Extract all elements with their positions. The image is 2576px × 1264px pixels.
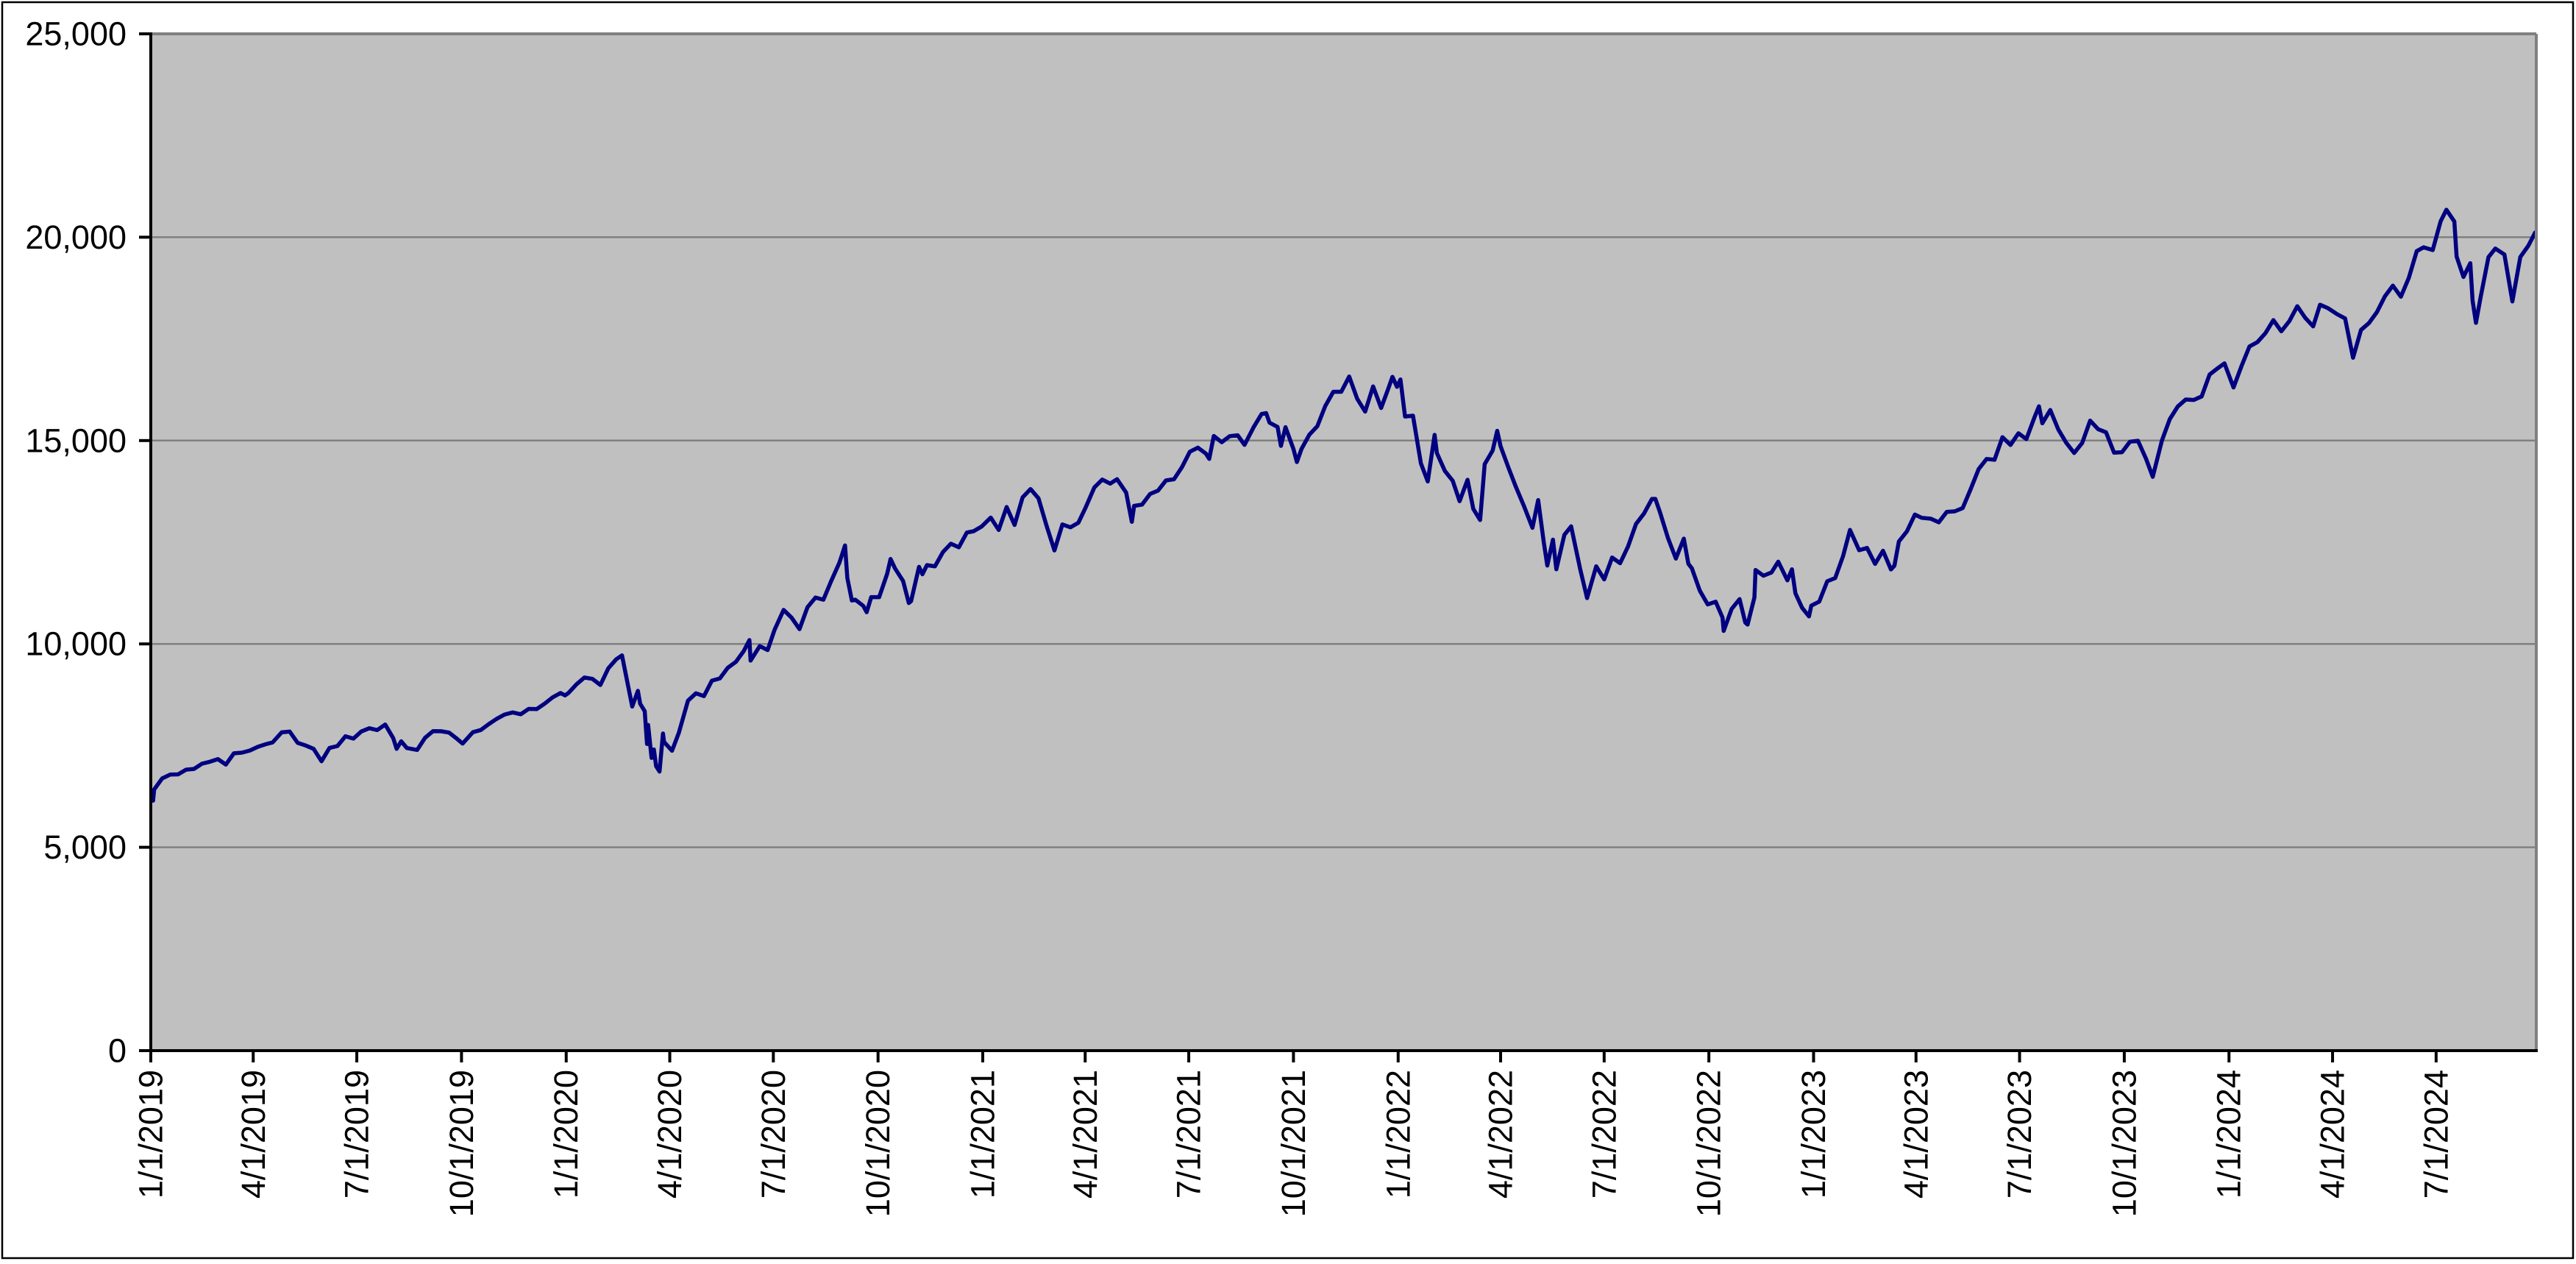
y-axis-tick-label: 20,000	[25, 219, 127, 256]
plot-area	[151, 34, 2536, 1051]
x-axis-tick-label: 7/1/2021	[1170, 1070, 1208, 1199]
x-axis-tick-label: 10/1/2022	[1690, 1070, 1728, 1217]
x-axis-tick-label: 1/1/2019	[132, 1070, 170, 1199]
x-axis-tick-label: 4/1/2022	[1482, 1070, 1520, 1199]
x-axis-tick-label: 4/1/2021	[1067, 1070, 1104, 1199]
y-axis-tick-label: 5,000	[43, 828, 127, 866]
x-axis-tick-label: 1/1/2023	[1795, 1070, 1832, 1199]
x-axis-tick-label: 10/1/2020	[859, 1070, 897, 1217]
axis-labels: 25,000 20,000 15,000 10,000 5,000 01/1/2019 4/…	[25, 15, 2455, 1218]
x-axis-tick-label: 10/1/2021	[1275, 1070, 1312, 1217]
y-axis-tick-label: 15,000	[25, 422, 127, 459]
x-axis-tick-label: 1/1/2024	[2210, 1070, 2248, 1199]
x-axis-tick-label: 4/1/2023	[1897, 1070, 1935, 1199]
x-axis-tick-label: 1/1/2020	[547, 1070, 585, 1199]
x-axis-tick-label: 4/1/2020	[651, 1070, 689, 1199]
x-axis-tick-label: 1/1/2021	[964, 1070, 1002, 1199]
x-axis-tick-label: 7/1/2019	[338, 1070, 376, 1199]
y-axis-tick-label: 25,000	[25, 15, 127, 53]
x-axis-tick-label: 1/1/2022	[1379, 1070, 1417, 1199]
x-axis-tick-label: 7/1/2022	[1585, 1070, 1623, 1199]
x-axis-tick-label: 7/1/2023	[2001, 1070, 2038, 1199]
data-series-line	[151, 207, 2536, 803]
x-axis-tick-label: 7/1/2020	[755, 1070, 792, 1199]
x-axis-tick-label: 10/1/2023	[2105, 1070, 2143, 1217]
x-axis-tick-label: 4/1/2024	[2314, 1070, 2352, 1199]
y-axis-tick-label: 0	[108, 1032, 127, 1070]
y-axis-tick-label: 10,000	[25, 625, 127, 663]
x-axis-tick-label: 4/1/2019	[235, 1070, 272, 1199]
axis-ticks	[139, 32, 2438, 1062]
x-axis-tick-label: 10/1/2019	[443, 1070, 480, 1217]
x-axis-tick-label: 7/1/2024	[2417, 1070, 2455, 1199]
